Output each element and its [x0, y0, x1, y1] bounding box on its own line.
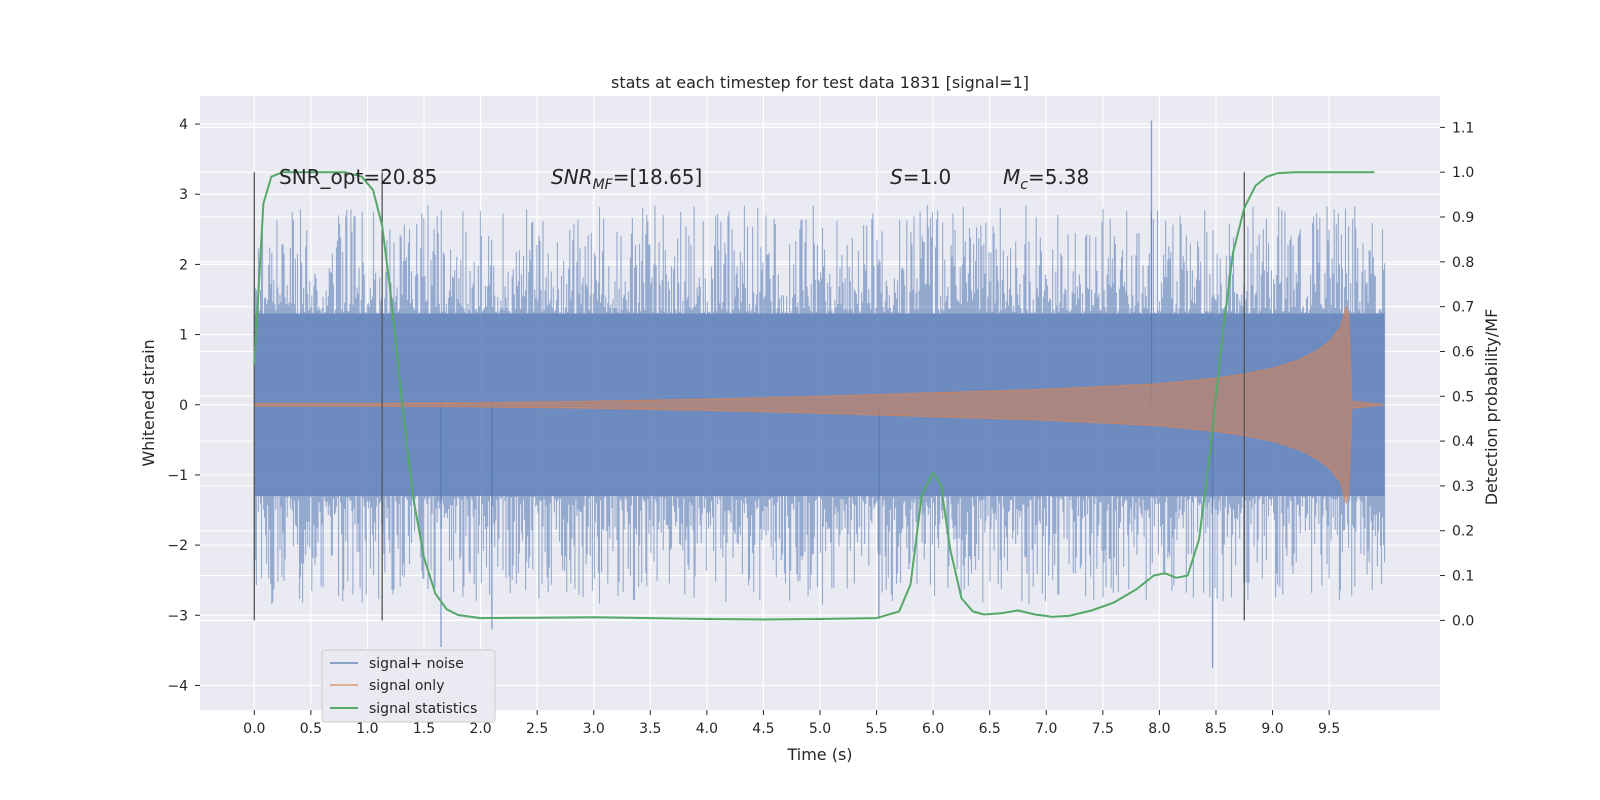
- signal-only-series: [253, 304, 1385, 505]
- y2-tick-label: 0.7: [1452, 300, 1474, 316]
- y2-tick-label: 0.2: [1452, 524, 1474, 540]
- y-tick-label: 4: [179, 117, 188, 133]
- x-tick-label: 6.0: [922, 721, 944, 737]
- x-tick-label: 7.5: [1092, 721, 1114, 737]
- x-tick-label: 1.5: [413, 721, 435, 737]
- x-tick-label: 8.5: [1205, 721, 1227, 737]
- y-axis-title: Whitened strain: [139, 339, 158, 466]
- y2-tick-label: 0.8: [1452, 255, 1474, 271]
- x-tick-label: 9.5: [1318, 721, 1340, 737]
- statistics-line: [253, 171, 1375, 621]
- annotation-snr-opt: SNR_opt=20.85: [279, 165, 437, 189]
- y-tick-label: −4: [167, 678, 188, 694]
- vertical-markers: [253, 172, 1245, 621]
- x-tick-label: 2.0: [469, 721, 491, 737]
- mc-value: =5.38: [1028, 165, 1089, 189]
- s-symbol: S: [890, 165, 903, 189]
- x-tick-label: 7.0: [1035, 721, 1057, 737]
- x-tick-label: 3.0: [583, 721, 605, 737]
- y2-tick-label: 1.1: [1452, 120, 1474, 136]
- y-tick-label: 0: [179, 398, 188, 414]
- x-tick-label: 4.0: [696, 721, 718, 737]
- annotation-mc: Mc=5.38: [1003, 165, 1089, 193]
- x-tick-label: 2.5: [526, 721, 548, 737]
- tick-labels: 0.0 0.5 1.0 1.5 2.0 2.5 3.0 3.5 4.0 4.5 5.0 5.5 6.0 6…: [167, 117, 1474, 737]
- mc-subscript: c: [1020, 177, 1028, 193]
- y-tick-label: 1: [179, 328, 188, 344]
- annotation-snr-mf: SNRMF=[18.65]: [551, 165, 702, 193]
- y2-tick-label: 0.3: [1452, 479, 1474, 495]
- y2-tick-label: 0.1: [1452, 569, 1474, 585]
- legend-box: [321, 649, 496, 723]
- mc-symbol: M: [1003, 165, 1020, 189]
- legend-label-signal: signal only: [369, 678, 444, 694]
- signal-statistics-series: [253, 171, 1375, 621]
- x-tick-label: 5.5: [865, 721, 887, 737]
- y2-tick-label: 0.5: [1452, 389, 1474, 405]
- x-tick-label: 9.0: [1261, 721, 1283, 737]
- snr-mf-value: =[18.65]: [613, 165, 703, 189]
- y-tick-label: −1: [167, 468, 188, 484]
- legend-label-statistics: signal statistics: [369, 701, 477, 717]
- snr-mf-subscript: MF: [593, 177, 614, 193]
- x-tick-label: 0.0: [243, 721, 265, 737]
- y2-tick-label: 0.0: [1452, 613, 1474, 629]
- y-tick-label: −3: [167, 608, 188, 624]
- s-value: =1.0: [903, 165, 952, 189]
- y-tick-label: −2: [167, 538, 188, 554]
- y2-tick-label: 0.9: [1452, 210, 1474, 226]
- legend-label-noise: signal+ noise: [369, 656, 464, 672]
- y2-axis-title: Detection probability/MF: [1482, 309, 1501, 506]
- y-tick-label: 3: [179, 187, 188, 203]
- snr-mf-symbol: SNR: [551, 165, 593, 189]
- x-tick-label: 5.0: [809, 721, 831, 737]
- x-tick-label: 4.5: [752, 721, 774, 737]
- y2-tick-label: 0.6: [1452, 344, 1474, 360]
- y2-tick-label: 0.4: [1452, 434, 1474, 450]
- legend: signal+ noise signal only signal statist…: [321, 649, 496, 723]
- chart-title: stats at each timestep for test data 183…: [611, 73, 1029, 92]
- x-axis-title: Time (s): [786, 745, 852, 764]
- x-tick-label: 1.0: [356, 721, 378, 737]
- y-tick-label: 2: [179, 257, 188, 273]
- x-tick-label: 3.5: [639, 721, 661, 737]
- x-tick-label: 0.5: [300, 721, 322, 737]
- x-tick-label: 6.5: [979, 721, 1001, 737]
- y2-tick-label: 1.0: [1452, 165, 1474, 181]
- x-tick-label: 8.0: [1148, 721, 1170, 737]
- annotation-s: S=1.0: [890, 165, 951, 189]
- signal-envelope: [253, 304, 1385, 505]
